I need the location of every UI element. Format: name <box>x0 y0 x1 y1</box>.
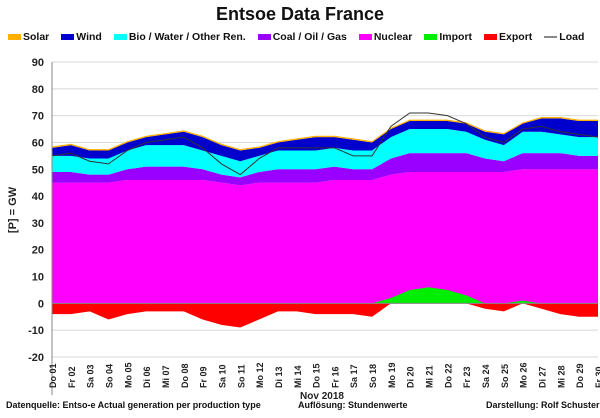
load-line <box>51 112 599 176</box>
footer-author: Darstellung: Rolf Schuster <box>486 400 600 410</box>
x-tick-label: Do 01 <box>48 363 58 388</box>
x-tick-label: So 11 <box>236 364 246 388</box>
y-axis-label: [P] = GW <box>7 186 19 233</box>
legend-item: Solar <box>8 31 49 43</box>
area-bio-water-other-ren- <box>52 129 598 178</box>
y-tick-label: 40 <box>32 191 44 203</box>
legend-item: Wind <box>61 31 102 43</box>
x-tick-label: So 18 <box>368 364 378 388</box>
x-tick-label: Mi 28 <box>556 365 566 388</box>
footer-resolution: Auflösung: Stundenwerte <box>298 400 408 410</box>
x-tick-label: Do 08 <box>180 363 190 388</box>
legend-swatch <box>257 34 271 40</box>
x-tick-label: Di 20 <box>406 366 416 388</box>
legend-label: Import <box>439 31 473 43</box>
x-tick-label: Mo 12 <box>255 362 265 388</box>
y-tick-label: 90 <box>32 57 44 69</box>
x-tick-label: Fr 02 <box>67 366 77 388</box>
x-tick-label: So 04 <box>104 364 114 388</box>
x-tick-label: Mo 26 <box>519 362 529 388</box>
x-tick-label: Mo 05 <box>123 362 133 388</box>
legend-label: Wind <box>76 31 102 43</box>
y-tick-label: 30 <box>32 218 44 230</box>
legend-item: Nuclear <box>358 31 413 43</box>
legend-swatch <box>484 34 498 40</box>
x-tick-label: Mi 14 <box>293 365 303 388</box>
x-tick-label: Sa 10 <box>217 364 227 388</box>
x-tick-label: Do 15 <box>312 363 322 388</box>
legend-item: Export <box>484 31 532 43</box>
x-tick-label: Do 29 <box>575 363 585 388</box>
x-tick-label: Di 27 <box>538 366 548 388</box>
y-tick-label: 10 <box>32 272 44 284</box>
x-tick-label: Sa 24 <box>481 364 491 388</box>
legend-item: Bio / Water / Other Ren. <box>113 31 246 43</box>
legend-label: Solar <box>23 31 50 43</box>
x-tick-label: Mi 21 <box>425 365 435 388</box>
x-tick-label: Fr 30 <box>594 366 600 388</box>
y-tick-label: -10 <box>28 325 44 337</box>
legend-label: Export <box>499 31 533 43</box>
legend-item: Import <box>424 31 472 43</box>
x-tick-label: Do 22 <box>443 363 453 388</box>
legend-item: Coal / Oil / Gas <box>257 31 347 43</box>
area-import <box>52 287 598 304</box>
y-tick-label: 50 <box>32 164 44 176</box>
x-tick-label: So 25 <box>500 364 510 388</box>
x-tick-label: Di 06 <box>142 366 152 388</box>
legend-swatch <box>424 34 438 40</box>
legend-label: Nuclear <box>373 31 413 43</box>
legend-swatch <box>358 34 372 40</box>
legend-swatch <box>113 34 127 40</box>
x-tick-label: Sa 03 <box>86 364 96 388</box>
y-tick-label: 60 <box>32 137 44 149</box>
footer-source: Datenquelle: Entso-e Actual generation p… <box>6 400 261 410</box>
x-tick-label: Fr 09 <box>199 366 209 388</box>
y-tick-label: 20 <box>32 245 44 257</box>
y-tick-label: 70 <box>32 111 44 123</box>
legend-label: Coal / Oil / Gas <box>272 31 347 43</box>
x-tick-label: Sa 17 <box>349 364 359 388</box>
y-tick-label: 0 <box>38 298 44 310</box>
y-tick-label: -20 <box>28 352 44 364</box>
area-nuclear <box>52 169 598 304</box>
chart-title: Entsoe Data France <box>215 4 385 24</box>
x-tick-label: Mi 07 <box>161 365 171 388</box>
legend-swatch <box>61 34 75 40</box>
x-axis-label: Nov 2018 <box>300 391 344 402</box>
legend-label: Bio / Water / Other Ren. <box>128 31 246 43</box>
legend-label: Load <box>559 31 585 43</box>
x-tick-label: Fr 16 <box>330 366 340 388</box>
x-tick-label: Fr 23 <box>462 366 472 388</box>
legend: Solar Wind Bio / Water / Other Ren. Coal / … <box>8 31 584 43</box>
legend-swatch <box>8 34 21 40</box>
y-tick-label: 80 <box>32 84 44 96</box>
area-wind <box>52 118 598 162</box>
x-tick-label: Mo 19 <box>387 362 397 388</box>
area-coal-oil-gas <box>52 153 598 186</box>
legend-swatch <box>544 36 558 38</box>
legend-item: Load <box>544 31 584 43</box>
area-solar <box>52 116 598 151</box>
area-export <box>52 303 598 328</box>
x-tick-label: Di 13 <box>274 366 284 388</box>
